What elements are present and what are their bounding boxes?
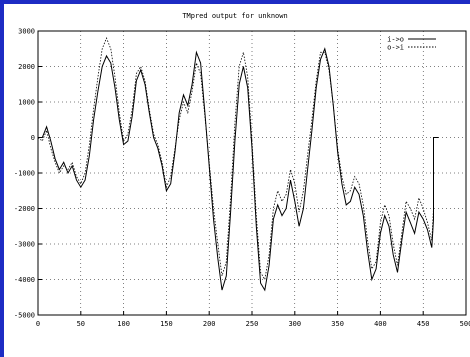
y-tick-label: 2000 bbox=[18, 63, 35, 71]
x-tick-label: 150 bbox=[160, 320, 173, 328]
y-tick-label: 0 bbox=[31, 134, 35, 142]
y-tick-label: -4000 bbox=[14, 276, 35, 284]
y-tick-label: 3000 bbox=[18, 28, 35, 36]
grid-lines bbox=[37, 30, 467, 316]
y-tick-label: -5000 bbox=[14, 312, 35, 320]
axis-ticks: 0 50 100 150 200 250 300 350 400 450 500 -5000 -4000… bbox=[14, 28, 470, 329]
x-tick-label: 200 bbox=[203, 320, 216, 328]
series-line-o-i bbox=[37, 37, 434, 281]
x-tick-label: 400 bbox=[374, 320, 387, 328]
x-tick-label: 350 bbox=[331, 320, 344, 328]
x-tick-label: 0 bbox=[36, 320, 40, 328]
y-tick-label: -1000 bbox=[14, 170, 35, 178]
x-tick-label: 50 bbox=[77, 320, 85, 328]
y-tick-label: 1000 bbox=[18, 99, 35, 107]
x-tick-label: 300 bbox=[288, 320, 301, 328]
y-tick-label: -3000 bbox=[14, 241, 35, 249]
legend-label: o->i bbox=[387, 44, 404, 52]
x-tick-label: 500 bbox=[460, 320, 470, 328]
x-tick-label: 100 bbox=[117, 320, 130, 328]
legend-label: i->o bbox=[387, 36, 404, 44]
tmpred-chart: TMpred output for unknown 0 50 100 150 200 25… bbox=[14, 12, 470, 329]
y-tick-label: -2000 bbox=[14, 205, 35, 213]
legend: i->oo->i bbox=[387, 36, 436, 52]
x-tick-label: 250 bbox=[246, 320, 259, 328]
x-tick-label: 450 bbox=[417, 320, 430, 328]
series-lines bbox=[37, 37, 439, 292]
series-line-i-o bbox=[38, 47, 439, 292]
plot-frame: TMpred output for unknown 0 50 100 150 200 25… bbox=[4, 4, 470, 357]
chart-title: TMpred output for unknown bbox=[182, 12, 287, 20]
